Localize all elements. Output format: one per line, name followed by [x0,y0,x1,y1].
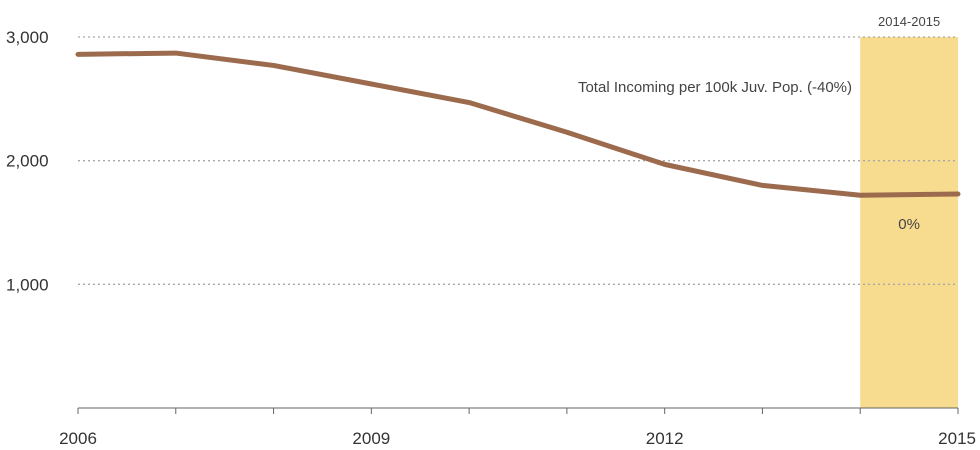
x-tick-label: 2009 [352,429,390,448]
x-tick-label: 2015 [938,429,976,448]
y-tick-label: 2,000 [6,152,49,171]
highlight-change-annotation: 0% [898,216,920,233]
series-layer [75,50,961,198]
x-tick-label: 2012 [646,429,684,448]
gridlines [78,36,958,285]
x-axis [77,407,959,414]
series-annotation: Total Incoming per 100k Juv. Pop. (-40%) [578,79,852,96]
series-line [75,50,961,198]
highlight-band-layer [860,37,958,408]
y-tick-label: 1,000 [6,275,49,294]
y-axis-tick-labels: 1,000 2,000 3,000 [6,28,49,294]
y-tick-label: 3,000 [6,28,49,47]
x-axis-tick-labels: 2006 2009 2012 2015 [59,429,976,448]
x-tick-label: 2006 [59,429,97,448]
highlight-range-label: 2014-2015 [878,14,940,29]
highlight-band [860,37,958,408]
